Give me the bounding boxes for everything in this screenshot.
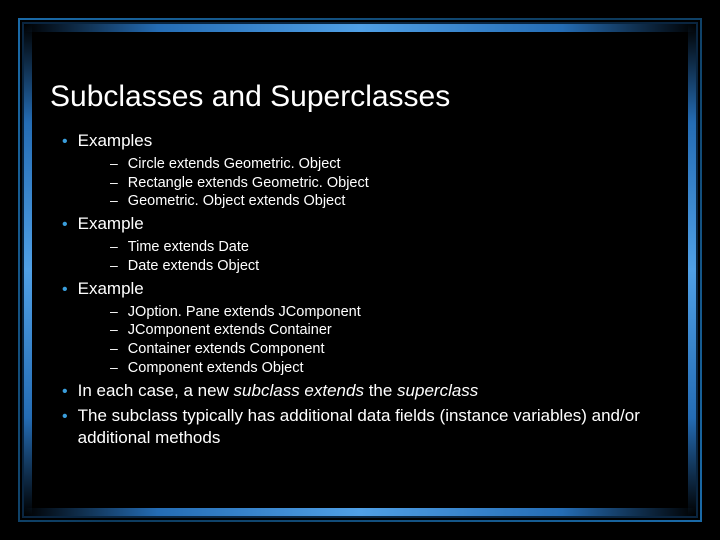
sub-text: Circle extends Geometric. Object [128,155,341,174]
bullet-text: In each case, a new subclass extends the… [78,380,479,402]
bullet-item: • Example –Time extends Date –Date exten… [62,213,670,275]
sub-text: Component extends Object [128,359,304,378]
bullet-icon: • [62,407,68,428]
sub-text: Geometric. Object extends Object [128,192,346,211]
dash-icon: – [110,303,118,319]
text-fragment: In each case, a new [78,381,234,400]
bullet-item: • Example –JOption. Pane extends JCompon… [62,278,670,378]
dash-icon: – [110,257,118,273]
dash-icon: – [110,238,118,254]
sub-list: –Time extends Date –Date extends Object [62,238,670,276]
italic-text: subclass extends [234,381,369,400]
sub-text: Container extends Component [128,340,325,359]
sub-list: –JOption. Pane extends JComponent –JComp… [62,303,670,378]
bullet-item: • Examples –Circle extends Geometric. Ob… [62,130,670,211]
bullet-text: Example [78,213,144,235]
left-gradient-bar [24,24,32,516]
bullet-icon: • [62,132,68,153]
bullet-icon: • [62,215,68,236]
dash-icon: – [110,359,118,375]
dash-icon: – [110,340,118,356]
bullet-icon: • [62,280,68,301]
dash-icon: – [110,174,118,190]
text-fragment: the [369,381,397,400]
slide-title: Subclasses and Superclasses [50,80,670,114]
bullet-text: The subclass typically has additional da… [78,405,670,449]
sub-text: JComponent extends Container [128,321,332,340]
bullet-icon: • [62,382,68,403]
sub-text: JOption. Pane extends JComponent [128,303,361,322]
bullet-list: • Examples –Circle extends Geometric. Ob… [50,130,670,449]
sub-text: Date extends Object [128,257,259,276]
sub-text: Rectangle extends Geometric. Object [128,174,369,193]
bullet-item: • In each case, a new subclass extends t… [62,380,670,403]
top-gradient-bar [24,24,696,32]
bullet-text: Examples [78,130,153,152]
bottom-gradient-bar [24,508,696,516]
bullet-text: Example [78,278,144,300]
italic-text: superclass [397,381,478,400]
dash-icon: – [110,321,118,337]
sub-list: –Circle extends Geometric. Object –Recta… [62,155,670,212]
dash-icon: – [110,155,118,171]
bullet-item: • The subclass typically has additional … [62,405,670,449]
slide-content: Subclasses and Superclasses • Examples –… [50,80,670,451]
dash-icon: – [110,192,118,208]
right-gradient-bar [688,24,696,516]
sub-text: Time extends Date [128,238,249,257]
